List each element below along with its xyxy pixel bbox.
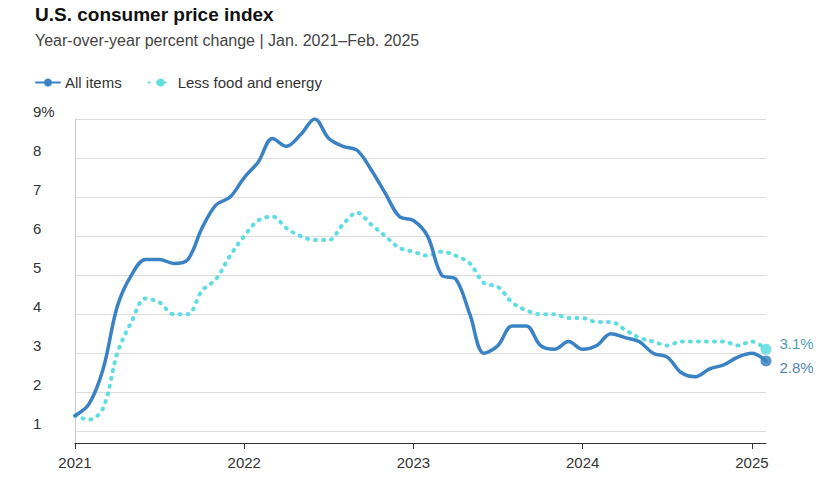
- svg-text:2: 2: [33, 376, 41, 393]
- svg-text:8: 8: [33, 142, 41, 159]
- svg-text:Year-over-year percent change: Year-over-year percent change | Jan. 202…: [35, 32, 419, 49]
- svg-text:7: 7: [33, 181, 41, 198]
- svg-text:3.1%: 3.1%: [780, 335, 814, 352]
- svg-text:2023: 2023: [397, 454, 430, 471]
- svg-text:2021: 2021: [58, 454, 91, 471]
- svg-text:2025: 2025: [735, 454, 768, 471]
- svg-text:U.S. consumer price index: U.S. consumer price index: [35, 4, 274, 25]
- svg-text:Less food and energy: Less food and energy: [178, 74, 323, 91]
- svg-text:2022: 2022: [228, 454, 261, 471]
- svg-text:2024: 2024: [566, 454, 599, 471]
- svg-text:All items: All items: [65, 74, 122, 91]
- svg-text:9%: 9%: [33, 103, 55, 120]
- svg-text:2.8%: 2.8%: [780, 359, 814, 376]
- svg-text:3: 3: [33, 337, 41, 354]
- svg-text:1: 1: [33, 415, 41, 432]
- svg-text:6: 6: [33, 220, 41, 237]
- svg-text:4: 4: [33, 298, 41, 315]
- svg-text:5: 5: [33, 259, 41, 276]
